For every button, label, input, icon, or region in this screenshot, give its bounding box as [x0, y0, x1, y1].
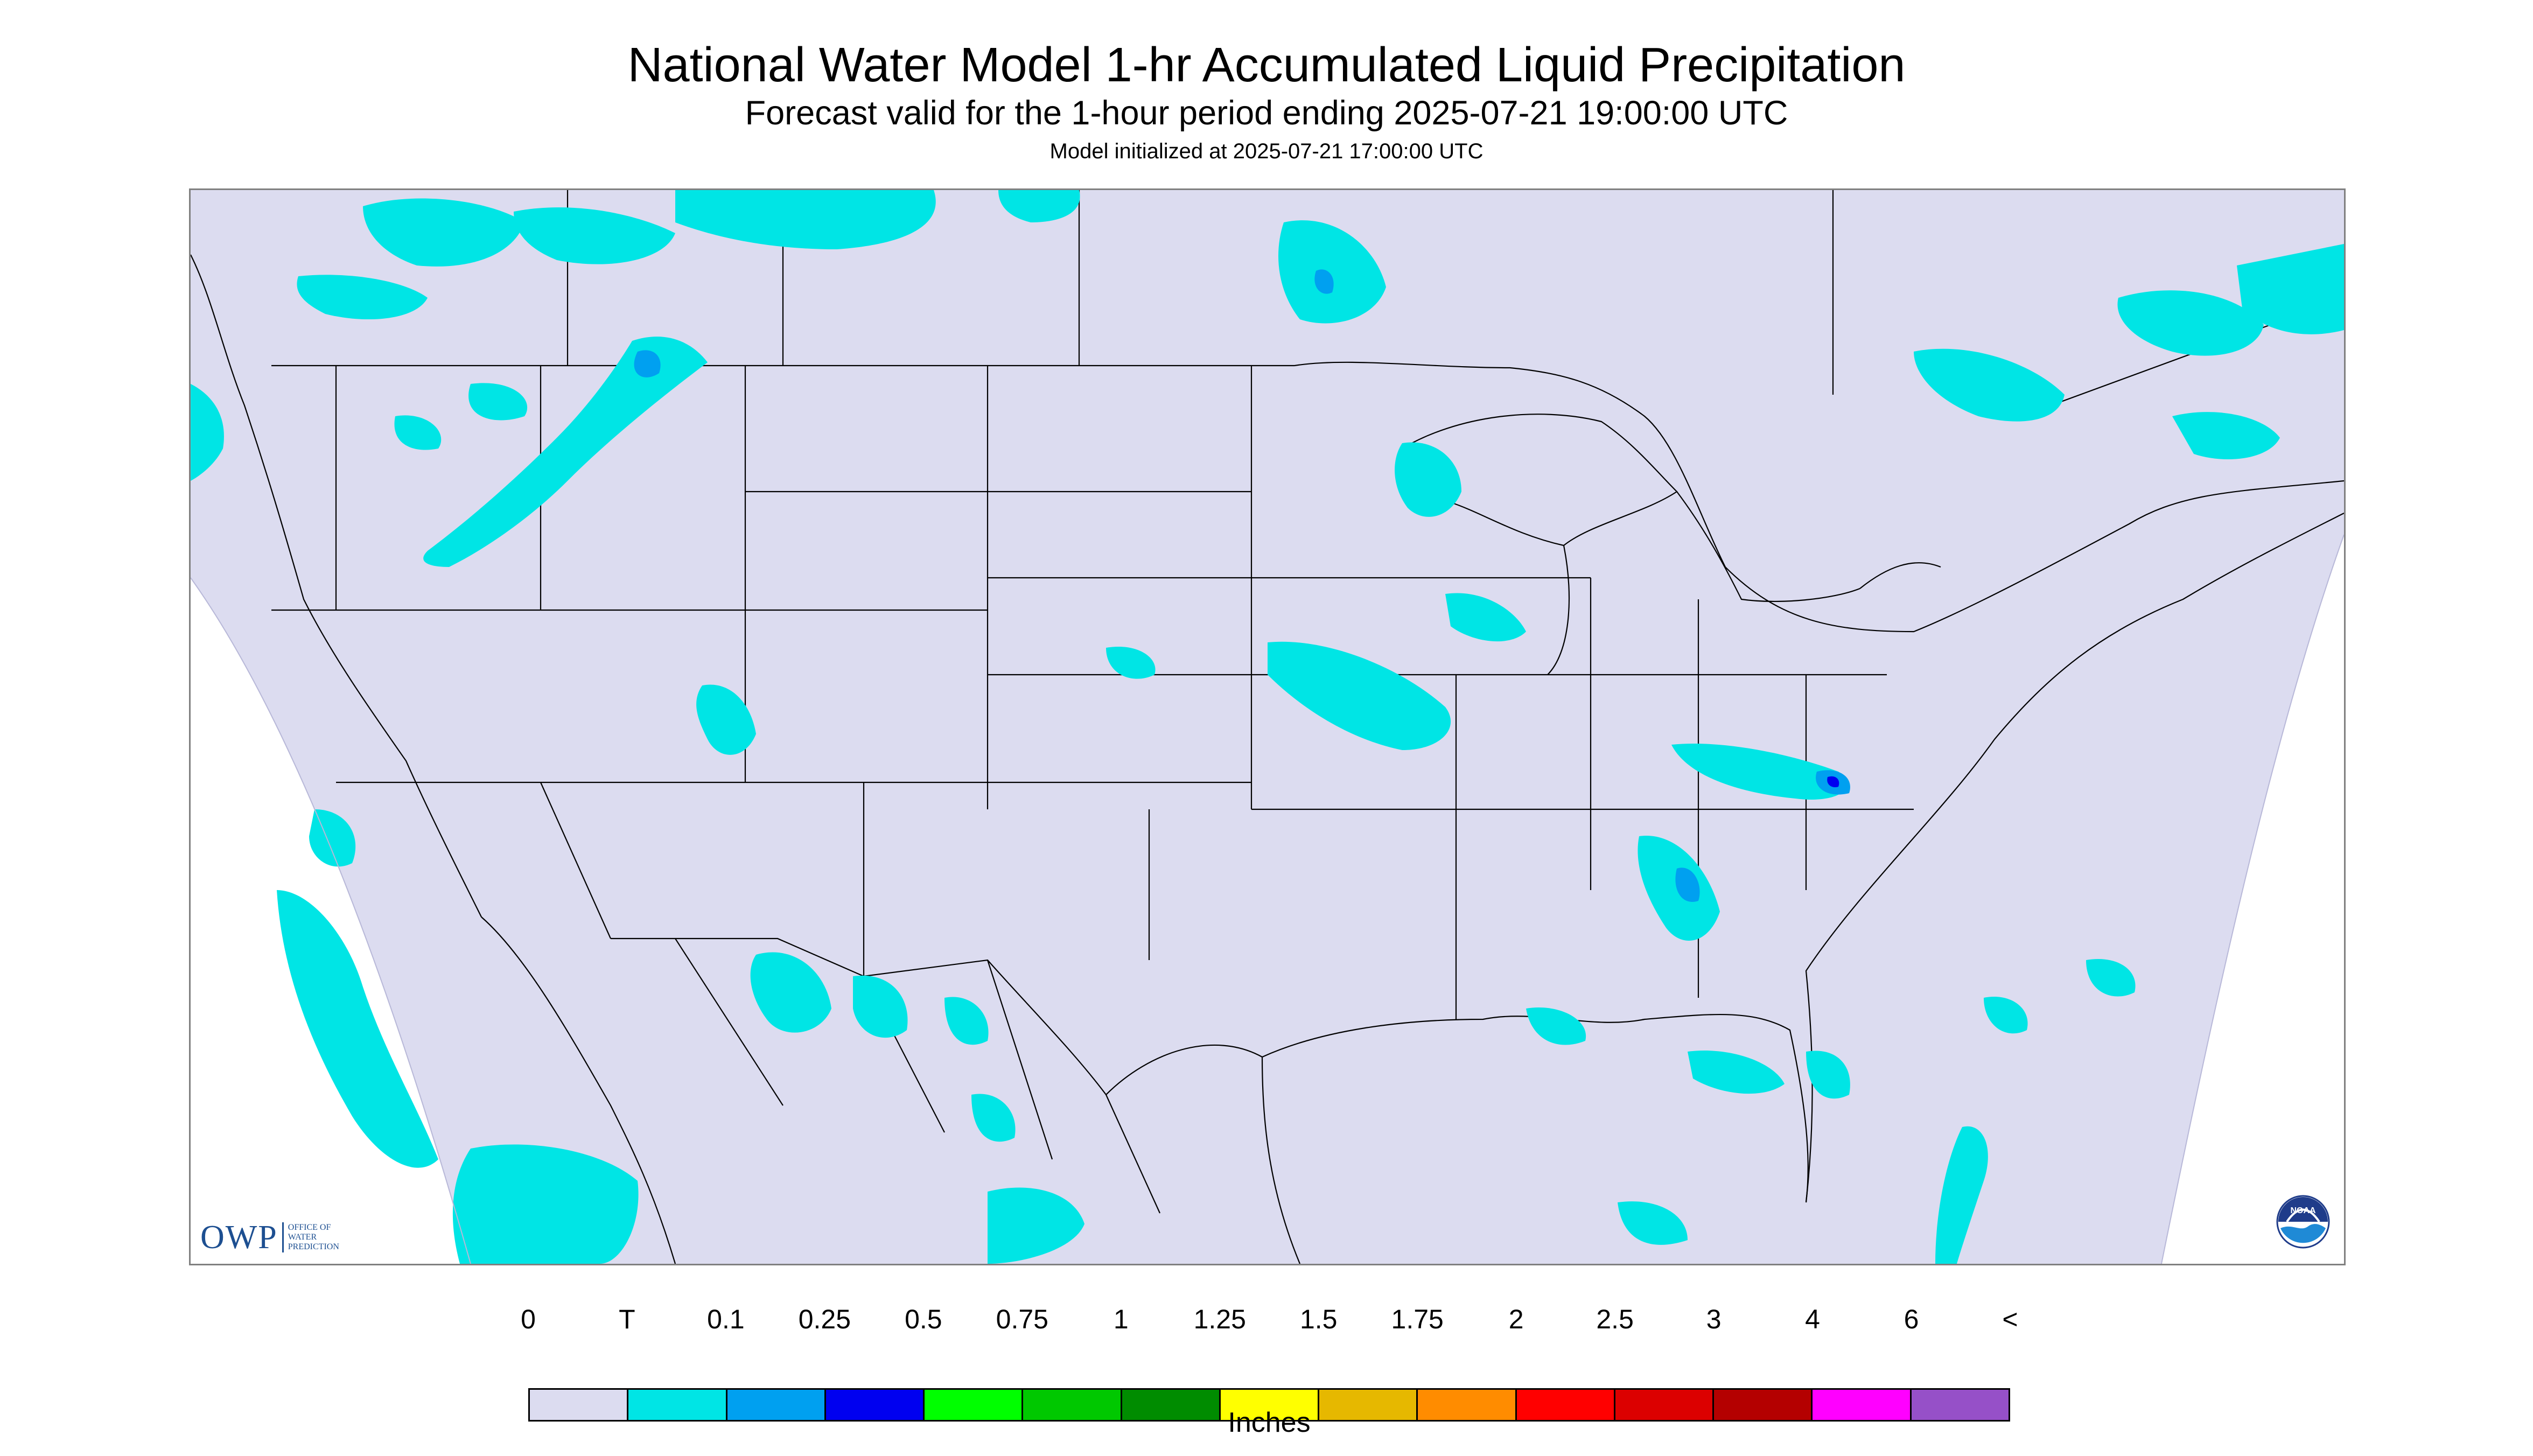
- precip-moderate: [1827, 776, 1839, 788]
- legend-tick-labels: 0 T 0.1 0.25 0.5 0.75 1 1.25 1.5 1.75 2 2.5 3 4 6 <: [521, 1303, 2018, 1341]
- legend-unit-label: Inches: [1228, 1407, 1311, 1438]
- forecast-valid-subtitle: Forecast valid for the 1-hour period end…: [745, 94, 1788, 132]
- legend-swatch: [1418, 1390, 1517, 1420]
- legend-tick-label: 0.1: [707, 1304, 745, 1334]
- legend-swatch: [925, 1390, 1024, 1420]
- owp-logo-text: Office of Water Prediction: [288, 1223, 339, 1251]
- owp-logo-letters: OWP: [200, 1219, 278, 1256]
- legend-swatch: [825, 1390, 925, 1420]
- legend-tick-label: 1.25: [1193, 1304, 1246, 1334]
- precipitation-map: OWP Office of Water Prediction NOAA: [189, 188, 2346, 1265]
- legend-tick-label: 6: [1904, 1304, 1919, 1334]
- map-canvas: [191, 190, 2344, 1264]
- legend-tick-label: 0.5: [905, 1304, 942, 1334]
- noaa-logo-text: NOAA: [2290, 1206, 2316, 1215]
- map-title: National Water Model 1-hr Accumulated Li…: [627, 38, 1906, 92]
- owp-logo: OWP Office of Water Prediction: [200, 1219, 339, 1256]
- legend-swatch: [1516, 1390, 1615, 1420]
- noaa-logo: NOAA: [2276, 1195, 2330, 1249]
- precip-light: [634, 269, 1850, 902]
- legend-tick-label: 1.5: [1299, 1304, 1338, 1334]
- legend-tick-label: 1.75: [1391, 1304, 1444, 1334]
- precip-trace: [191, 190, 2344, 1264]
- model-init-text: Model initialized at 2025-07-21 17:00:00…: [1049, 139, 1484, 163]
- legend-colorbar: [528, 1388, 2010, 1422]
- legend-tick-label: <: [2002, 1304, 2018, 1334]
- legend-tick-label: 2.5: [1596, 1304, 1634, 1334]
- legend-tick-label: 0.25: [798, 1304, 851, 1334]
- legend-tick-label: 0.75: [996, 1304, 1048, 1334]
- legend-swatch: [1220, 1390, 1320, 1420]
- domain-edge: [191, 534, 2344, 1264]
- legend-tick-label: 2: [1508, 1304, 1524, 1334]
- legend-swatch: [1714, 1390, 1813, 1420]
- legend-swatch: [1615, 1390, 1715, 1420]
- legend-swatch: [1319, 1390, 1418, 1420]
- model-domain: [191, 190, 2344, 1264]
- legend-tick-label: 3: [1706, 1304, 1722, 1334]
- legend-swatch: [530, 1390, 629, 1420]
- legend-tick-label: 4: [1805, 1304, 1820, 1334]
- legend-tick-label: T: [619, 1304, 635, 1334]
- legend-swatch: [1023, 1390, 1122, 1420]
- legend-tick-label: 0: [521, 1304, 536, 1334]
- legend-swatch: [727, 1390, 826, 1420]
- legend-swatch: [1122, 1390, 1221, 1420]
- owp-logo-divider: [282, 1222, 284, 1252]
- precip-legend: 0 T 0.1 0.25 0.5 0.75 1 1.25 1.5 1.75 2 2.5 3 4 6 < Inc…: [521, 1303, 2018, 1438]
- legend-swatch: [628, 1390, 727, 1420]
- legend-tick-label: 1: [1113, 1304, 1129, 1334]
- boundaries: [191, 190, 2344, 1264]
- legend-swatch: [1911, 1390, 2009, 1420]
- legend-swatch: [1813, 1390, 1912, 1420]
